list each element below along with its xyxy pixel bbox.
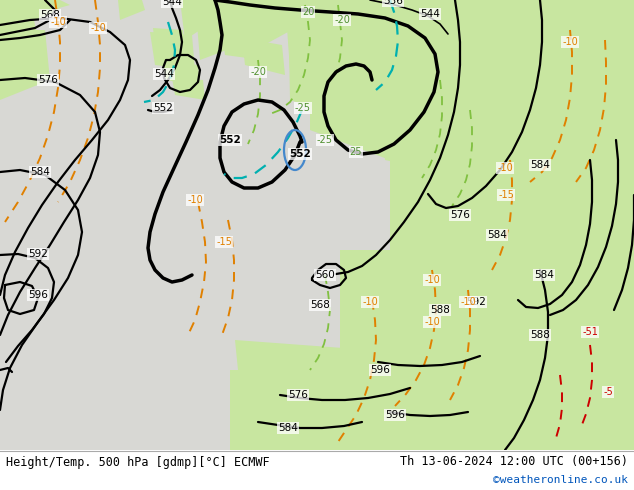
- Text: 536: 536: [383, 0, 403, 6]
- Text: 584: 584: [530, 160, 550, 170]
- Polygon shape: [390, 0, 634, 450]
- Text: -10: -10: [362, 297, 378, 307]
- Text: 588: 588: [530, 330, 550, 340]
- Text: -10: -10: [424, 275, 440, 285]
- Text: 576: 576: [288, 390, 308, 400]
- Text: -25: -25: [295, 103, 311, 113]
- Text: 544: 544: [154, 69, 174, 79]
- Text: ©weatheronline.co.uk: ©weatheronline.co.uk: [493, 475, 628, 485]
- Text: 552: 552: [219, 135, 241, 145]
- Polygon shape: [310, 0, 395, 160]
- Text: 20: 20: [302, 7, 314, 17]
- Text: 596: 596: [385, 410, 405, 420]
- Text: -15: -15: [498, 190, 514, 200]
- Polygon shape: [195, 0, 280, 60]
- Text: 576: 576: [38, 75, 58, 85]
- Text: 560: 560: [315, 270, 335, 280]
- Text: Height/Temp. 500 hPa [gdmp][°C] ECMWF: Height/Temp. 500 hPa [gdmp][°C] ECMWF: [6, 456, 270, 469]
- Polygon shape: [162, 62, 200, 85]
- Text: 544: 544: [162, 0, 182, 7]
- Polygon shape: [242, 38, 285, 75]
- Polygon shape: [250, 0, 310, 50]
- Text: 584: 584: [534, 270, 554, 280]
- Polygon shape: [10, 0, 70, 20]
- Polygon shape: [150, 32, 195, 70]
- Text: 544: 544: [420, 9, 440, 19]
- Text: 568: 568: [40, 10, 60, 20]
- Polygon shape: [340, 0, 410, 65]
- Text: 588: 588: [430, 305, 450, 315]
- Text: -20: -20: [250, 67, 266, 77]
- Text: 552: 552: [153, 103, 173, 113]
- Text: -25: -25: [317, 135, 333, 145]
- Polygon shape: [180, 0, 230, 40]
- Text: 584: 584: [30, 167, 50, 177]
- Text: Th 13-06-2024 12:00 UTC (00+156): Th 13-06-2024 12:00 UTC (00+156): [399, 455, 628, 467]
- Text: 596: 596: [370, 365, 390, 375]
- Polygon shape: [235, 340, 380, 400]
- Text: -10: -10: [497, 163, 513, 173]
- Text: -10: -10: [424, 317, 440, 327]
- Text: 552: 552: [289, 149, 311, 159]
- Text: 584: 584: [487, 230, 507, 240]
- Polygon shape: [288, 0, 355, 120]
- Polygon shape: [230, 370, 390, 450]
- Polygon shape: [153, 28, 185, 50]
- Polygon shape: [382, 105, 430, 170]
- Text: -51: -51: [582, 327, 598, 337]
- Polygon shape: [222, 32, 262, 60]
- Polygon shape: [172, 78, 205, 100]
- Text: -10: -10: [90, 23, 106, 33]
- Text: -20: -20: [334, 15, 350, 25]
- Text: -10: -10: [50, 17, 66, 27]
- Polygon shape: [367, 65, 415, 120]
- Polygon shape: [0, 0, 60, 30]
- Text: 596: 596: [28, 290, 48, 300]
- Text: -10: -10: [562, 37, 578, 47]
- Polygon shape: [340, 250, 634, 450]
- Text: -10: -10: [187, 195, 203, 205]
- Polygon shape: [0, 30, 50, 100]
- Polygon shape: [118, 0, 145, 20]
- Polygon shape: [0, 0, 40, 70]
- Text: 568: 568: [310, 300, 330, 310]
- Text: 584: 584: [278, 423, 298, 433]
- Polygon shape: [285, 0, 360, 70]
- Text: 576: 576: [450, 210, 470, 220]
- Text: -10: -10: [460, 297, 476, 307]
- Text: 592: 592: [28, 249, 48, 259]
- Text: 25: 25: [350, 147, 362, 157]
- Text: 592: 592: [466, 297, 486, 307]
- Text: -5: -5: [603, 387, 613, 397]
- Text: -15: -15: [216, 237, 232, 247]
